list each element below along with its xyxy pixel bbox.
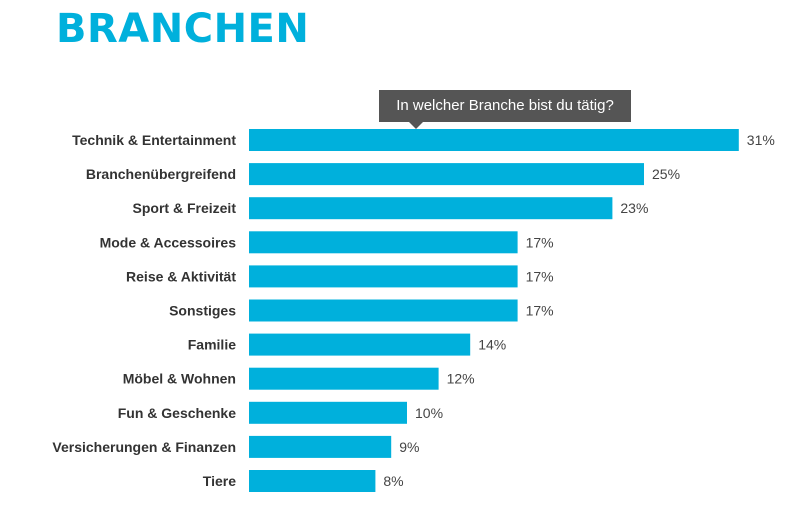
value-label: 17% <box>526 234 554 250</box>
category-label: Tiere <box>203 473 236 489</box>
category-label: Familie <box>188 337 236 353</box>
bar <box>249 401 407 424</box>
value-label: 25% <box>652 166 680 182</box>
bar <box>249 163 644 186</box>
bar <box>249 265 518 288</box>
bar <box>249 470 376 492</box>
category-label: Fun & Geschenke <box>118 405 236 421</box>
bar <box>249 367 439 390</box>
value-label: 31% <box>747 132 775 148</box>
value-label: 12% <box>447 371 475 387</box>
category-label: Mode & Accessoires <box>100 234 237 250</box>
bar <box>249 435 392 458</box>
bar <box>249 299 518 322</box>
category-label: Sport & Freizeit <box>133 200 237 216</box>
question-text: In welcher Branche bist du tätig? <box>396 97 614 114</box>
bar <box>249 197 613 220</box>
bar <box>249 129 739 151</box>
category-label: Technik & Entertainment <box>72 132 236 148</box>
category-label: Möbel & Wohnen <box>123 371 236 387</box>
category-label: Reise & Aktivität <box>126 268 236 284</box>
question-tooltip: In welcher Branche bist du tätig? <box>379 90 631 129</box>
bar <box>249 231 518 254</box>
value-label: 14% <box>478 337 506 353</box>
bar <box>249 333 471 356</box>
value-label: 23% <box>620 200 648 216</box>
category-label: Versicherungen & Finanzen <box>52 439 236 455</box>
category-label: Branchenübergreifend <box>86 166 236 182</box>
value-label: 8% <box>383 473 403 489</box>
page-title: BRANCHEN <box>56 6 310 52</box>
value-label: 17% <box>526 268 554 284</box>
value-label: 9% <box>399 439 419 455</box>
category-label: Sonstiges <box>169 303 236 319</box>
value-label: 10% <box>415 405 443 421</box>
value-label: 17% <box>526 303 554 319</box>
